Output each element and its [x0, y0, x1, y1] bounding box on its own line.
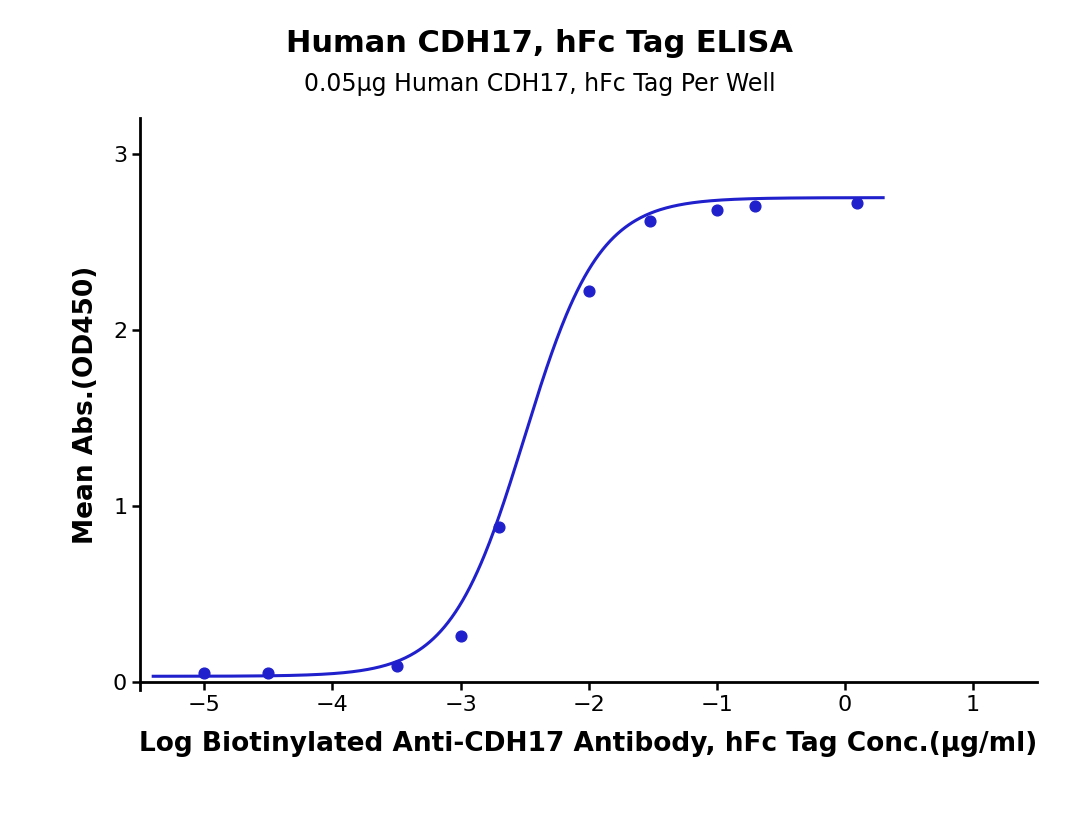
Text: Human CDH17, hFc Tag ELISA: Human CDH17, hFc Tag ELISA: [286, 29, 794, 57]
Point: [388, 659, 405, 672]
Point: [580, 284, 597, 297]
X-axis label: Log Biotinylated Anti-CDH17 Antibody, hFc Tag Conc.(μg/ml): Log Biotinylated Anti-CDH17 Antibody, hF…: [139, 731, 1038, 757]
Point: [195, 666, 213, 679]
Y-axis label: Mean Abs.(OD450): Mean Abs.(OD450): [73, 266, 99, 543]
Point: [708, 203, 726, 217]
Point: [490, 520, 508, 534]
Point: [642, 214, 659, 227]
Text: 0.05μg Human CDH17, hFc Tag Per Well: 0.05μg Human CDH17, hFc Tag Per Well: [305, 72, 775, 96]
Point: [849, 196, 866, 209]
Point: [451, 629, 469, 642]
Point: [260, 666, 278, 679]
Point: [746, 200, 764, 213]
